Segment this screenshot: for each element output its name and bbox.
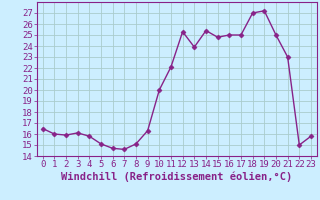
- X-axis label: Windchill (Refroidissement éolien,°C): Windchill (Refroidissement éolien,°C): [61, 172, 292, 182]
